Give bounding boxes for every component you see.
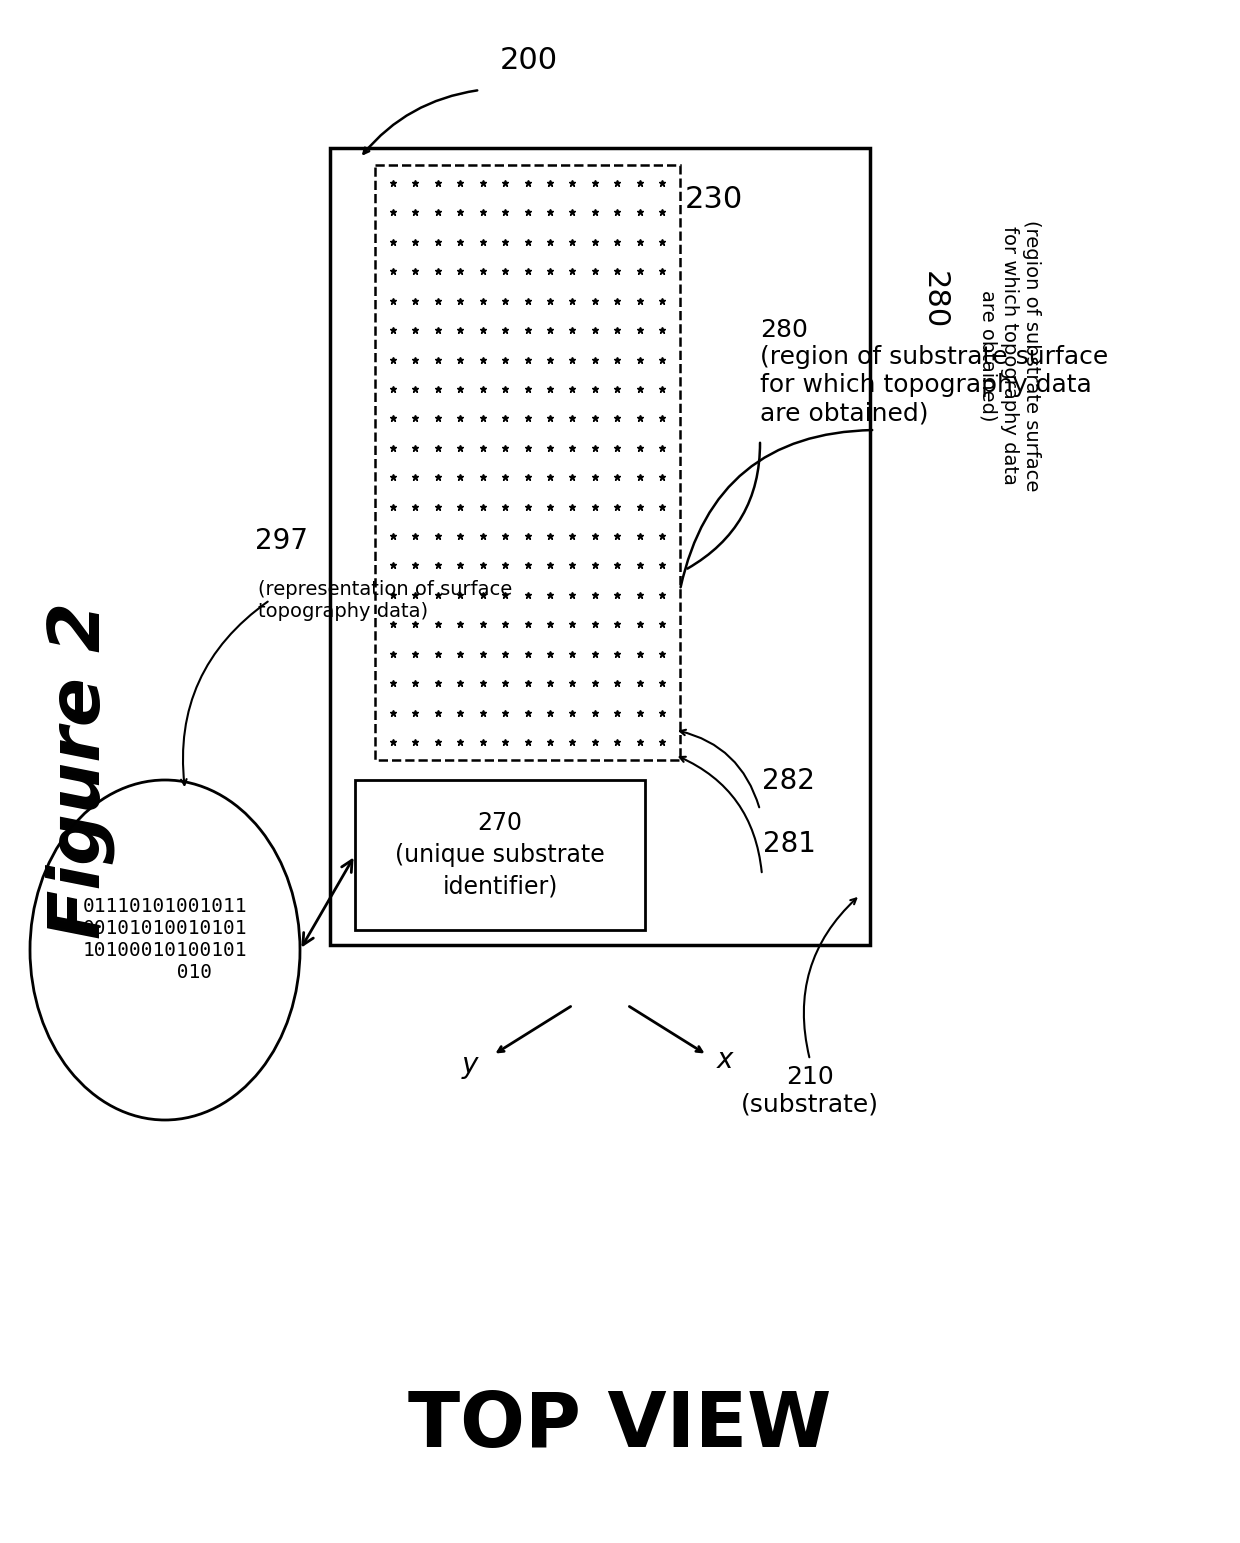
Bar [330, 148, 870, 944]
Text: 210
(substrate): 210 (substrate) [742, 1065, 879, 1117]
Text: 230: 230 [684, 185, 743, 214]
Text: (region of substrate surface
for which topography data
are obtained): (region of substrate surface for which t… [978, 221, 1042, 491]
Text: 200: 200 [500, 46, 558, 76]
Text: 280
(region of substrate surface
for which topography data
are obtained): 280 (region of substrate surface for whi… [760, 318, 1109, 424]
Text: 281: 281 [763, 830, 816, 858]
Text: 01110101001011
00101010010101
10100010100101
     010: 01110101001011 00101010010101 1010001010… [83, 898, 247, 983]
Ellipse shape [30, 781, 300, 1120]
Text: 280: 280 [920, 272, 949, 329]
Text: y: y [461, 1051, 477, 1079]
Text: 297: 297 [255, 528, 308, 555]
Text: Figure 2: Figure 2 [45, 602, 115, 938]
Text: TOP VIEW: TOP VIEW [408, 1389, 832, 1463]
Text: 282: 282 [763, 767, 815, 795]
Text: (representation of surface
topography data): (representation of surface topography da… [258, 580, 512, 620]
Bar [355, 781, 645, 930]
Bar [374, 165, 680, 761]
FancyArrowPatch shape [681, 430, 872, 588]
Text: x: x [717, 1046, 733, 1074]
Text: 270
(unique substrate
identifier): 270 (unique substrate identifier) [396, 812, 605, 898]
